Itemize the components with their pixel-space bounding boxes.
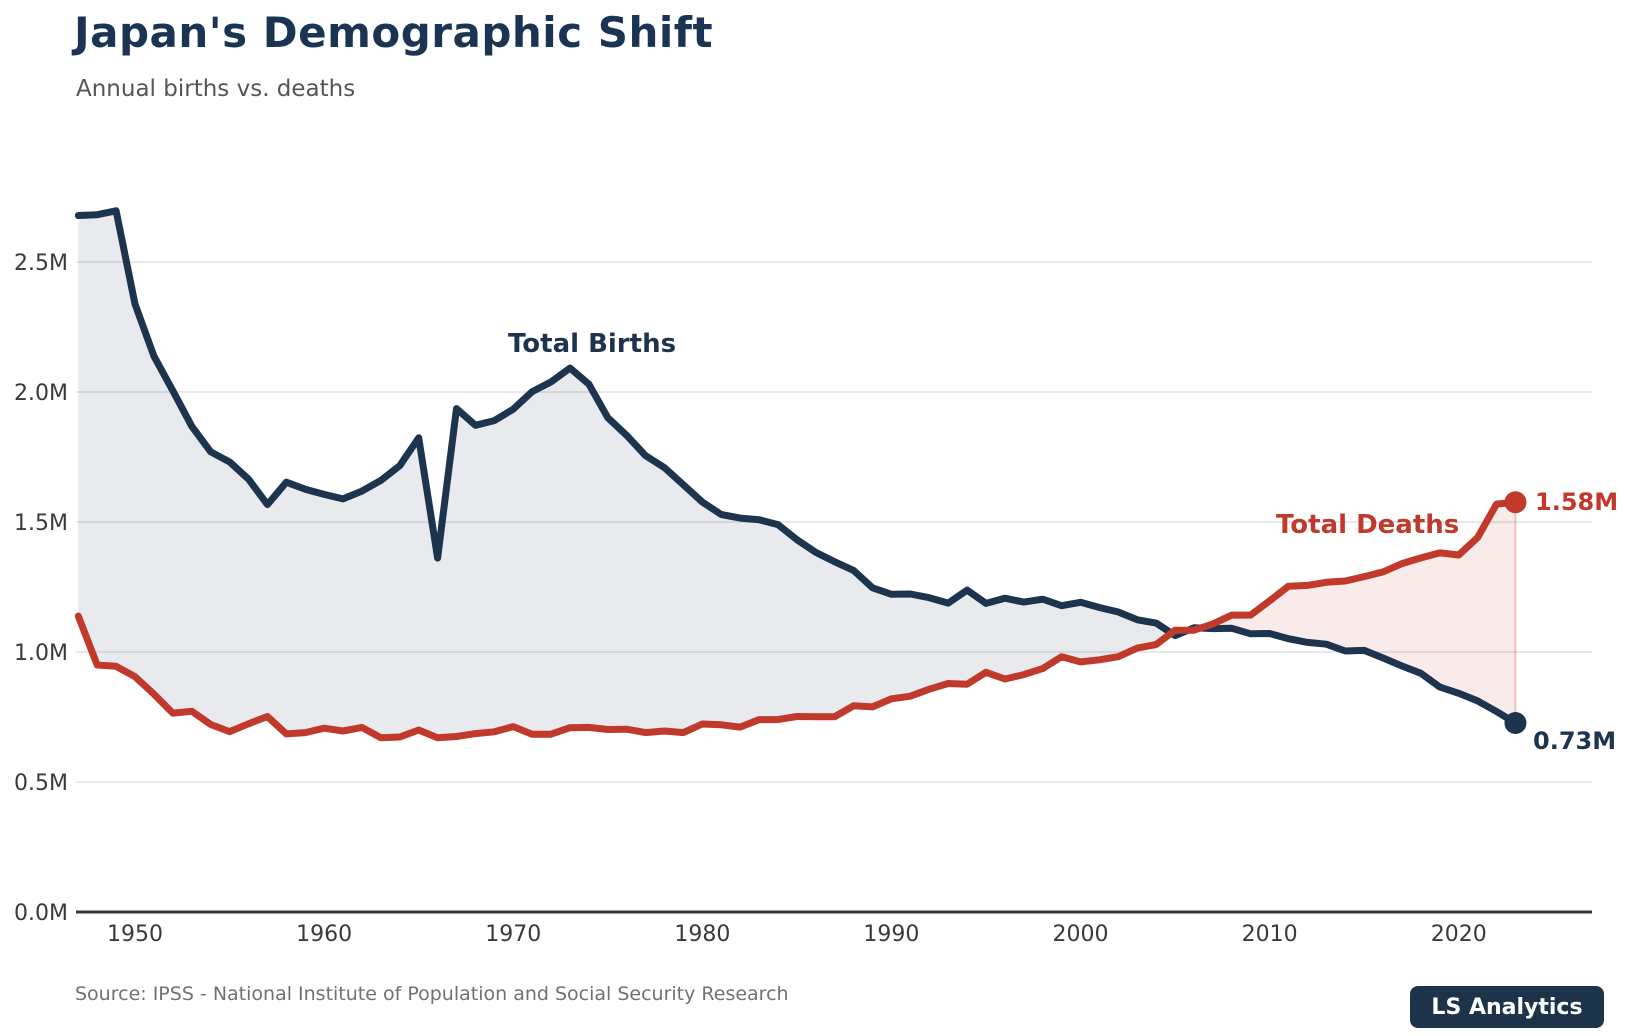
x-tick-label: 1960	[296, 922, 352, 947]
y-tick-label: 1.0M	[14, 641, 68, 666]
chart-subtitle: Annual births vs. deaths	[76, 76, 356, 102]
fill-areas-group	[78, 210, 1516, 738]
x-tick-label: 2020	[1431, 922, 1487, 947]
births-line	[74, 207, 1519, 727]
x-tick-label: 1980	[674, 922, 730, 947]
x-axis-labels: 1950 1960 1970 1980 1990 2000 2010 2020	[107, 922, 1487, 947]
x-tick-label: 2000	[1053, 922, 1109, 947]
y-tick-label: 1.5M	[14, 511, 68, 536]
y-tick-label: 2.0M	[14, 381, 68, 406]
x-tick-label: 1990	[863, 922, 919, 947]
x-tick-label: 1950	[107, 922, 163, 947]
deaths-end-value-label: 1.58M	[1535, 488, 1619, 516]
births-end-value-label: 0.73M	[1533, 727, 1617, 755]
y-tick-label: 2.5M	[14, 251, 68, 276]
births-end-dot	[1504, 711, 1527, 734]
deaths-surplus-area	[1200, 502, 1516, 723]
x-tick-label: 2010	[1242, 922, 1298, 947]
deaths-line	[74, 498, 1519, 742]
brand-badge: LS Analytics	[1410, 986, 1604, 1028]
births-series-label: Total Births	[508, 329, 677, 359]
deaths-end-dot	[1504, 491, 1527, 514]
chart-title: Japan's Demographic Shift	[74, 8, 714, 57]
y-tick-label: 0.5M	[14, 771, 68, 796]
brand-badge-label: LS Analytics	[1431, 994, 1583, 1020]
x-tick-label: 1970	[485, 922, 541, 947]
y-axis-labels: 0.0M 0.5M 1.0M 1.5M 2.0M 2.5M	[14, 251, 68, 926]
source-attribution: Source: IPSS - National Institute of Pop…	[75, 983, 789, 1005]
y-tick-label: 0.0M	[14, 901, 68, 926]
births-surplus-area	[78, 210, 1172, 738]
deaths-series-label: Total Deaths	[1276, 510, 1460, 540]
